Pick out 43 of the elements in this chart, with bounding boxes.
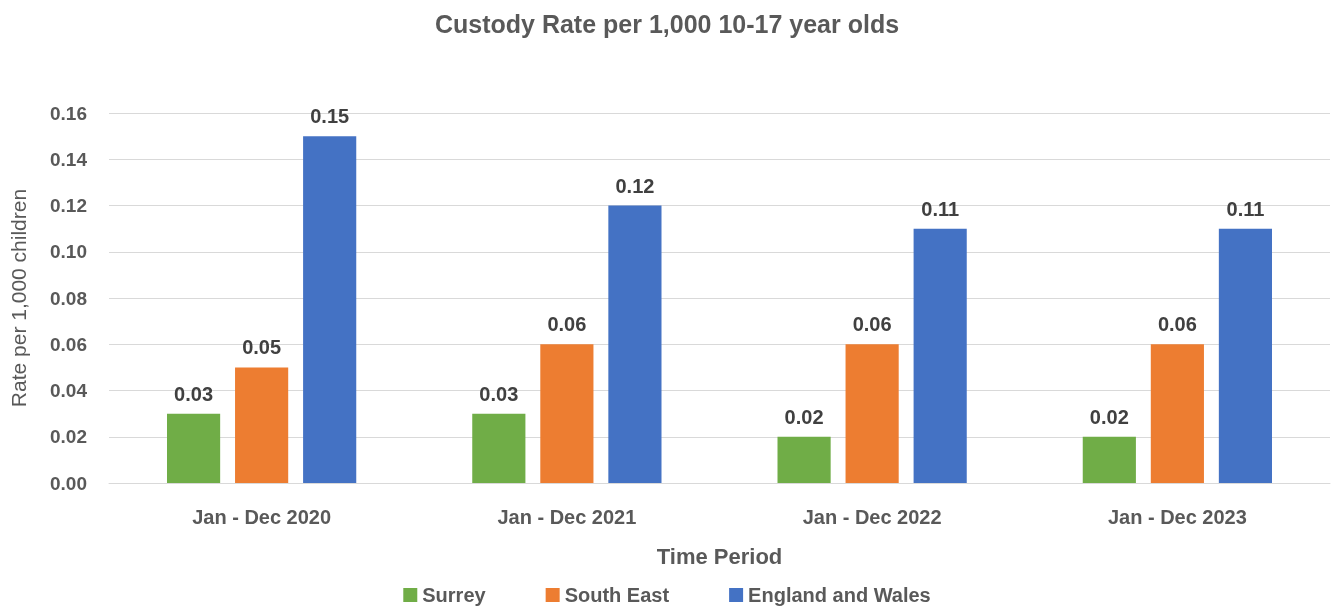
x-tick-label: Jan - Dec 2020 <box>192 506 332 528</box>
bar <box>845 344 899 483</box>
y-axis-title: Rate per 1,000 children <box>7 188 30 408</box>
bar <box>1218 228 1272 483</box>
data-label: 0.02 <box>784 405 824 428</box>
y-tick-label: 0.16 <box>50 102 87 124</box>
data-label: 0.05 <box>242 336 282 359</box>
x-tick-label: Jan - Dec 2023 <box>1107 506 1247 528</box>
chart-title: Custody Rate per 1,000 10-17 year olds <box>434 9 900 38</box>
x-tick-label: Jan - Dec 2022 <box>802 506 942 528</box>
data-label: 0.12 <box>615 174 655 197</box>
data-label: 0.03 <box>174 382 214 405</box>
bar <box>167 413 221 483</box>
bar <box>608 205 662 483</box>
y-tick-label: 0.14 <box>50 148 88 170</box>
data-label: 0.06 <box>1157 313 1197 336</box>
x-axis-title: Time Period <box>656 543 783 569</box>
bar <box>913 228 967 483</box>
bar <box>303 136 357 483</box>
y-tick-label: 0.08 <box>50 287 87 309</box>
y-tick-label: 0.12 <box>50 195 87 216</box>
data-label: 0.11 <box>1226 197 1265 220</box>
legend-label: South East <box>564 584 670 606</box>
data-label: 0.06 <box>852 313 892 336</box>
data-label: 0.15 <box>310 105 350 128</box>
data-label: 0.11 <box>921 197 960 220</box>
legend-label: Surrey <box>422 584 487 606</box>
data-label: 0.02 <box>1089 405 1129 428</box>
data-label: 0.03 <box>479 382 519 405</box>
y-tick-label: 0.04 <box>50 380 88 401</box>
bar <box>1150 344 1204 483</box>
bar <box>540 344 594 483</box>
y-tick-label: 0.00 <box>50 472 87 494</box>
bar <box>777 436 831 483</box>
legend-label: England and Wales <box>748 584 931 606</box>
bar <box>1082 436 1136 483</box>
bar <box>472 413 526 483</box>
data-label: 0.06 <box>547 313 587 336</box>
y-tick-label: 0.10 <box>50 241 87 263</box>
y-tick-label: 0.06 <box>50 333 87 355</box>
y-tick-label: 0.02 <box>50 426 87 448</box>
x-tick-label: Jan - Dec 2021 <box>497 506 637 528</box>
bar <box>235 367 289 483</box>
